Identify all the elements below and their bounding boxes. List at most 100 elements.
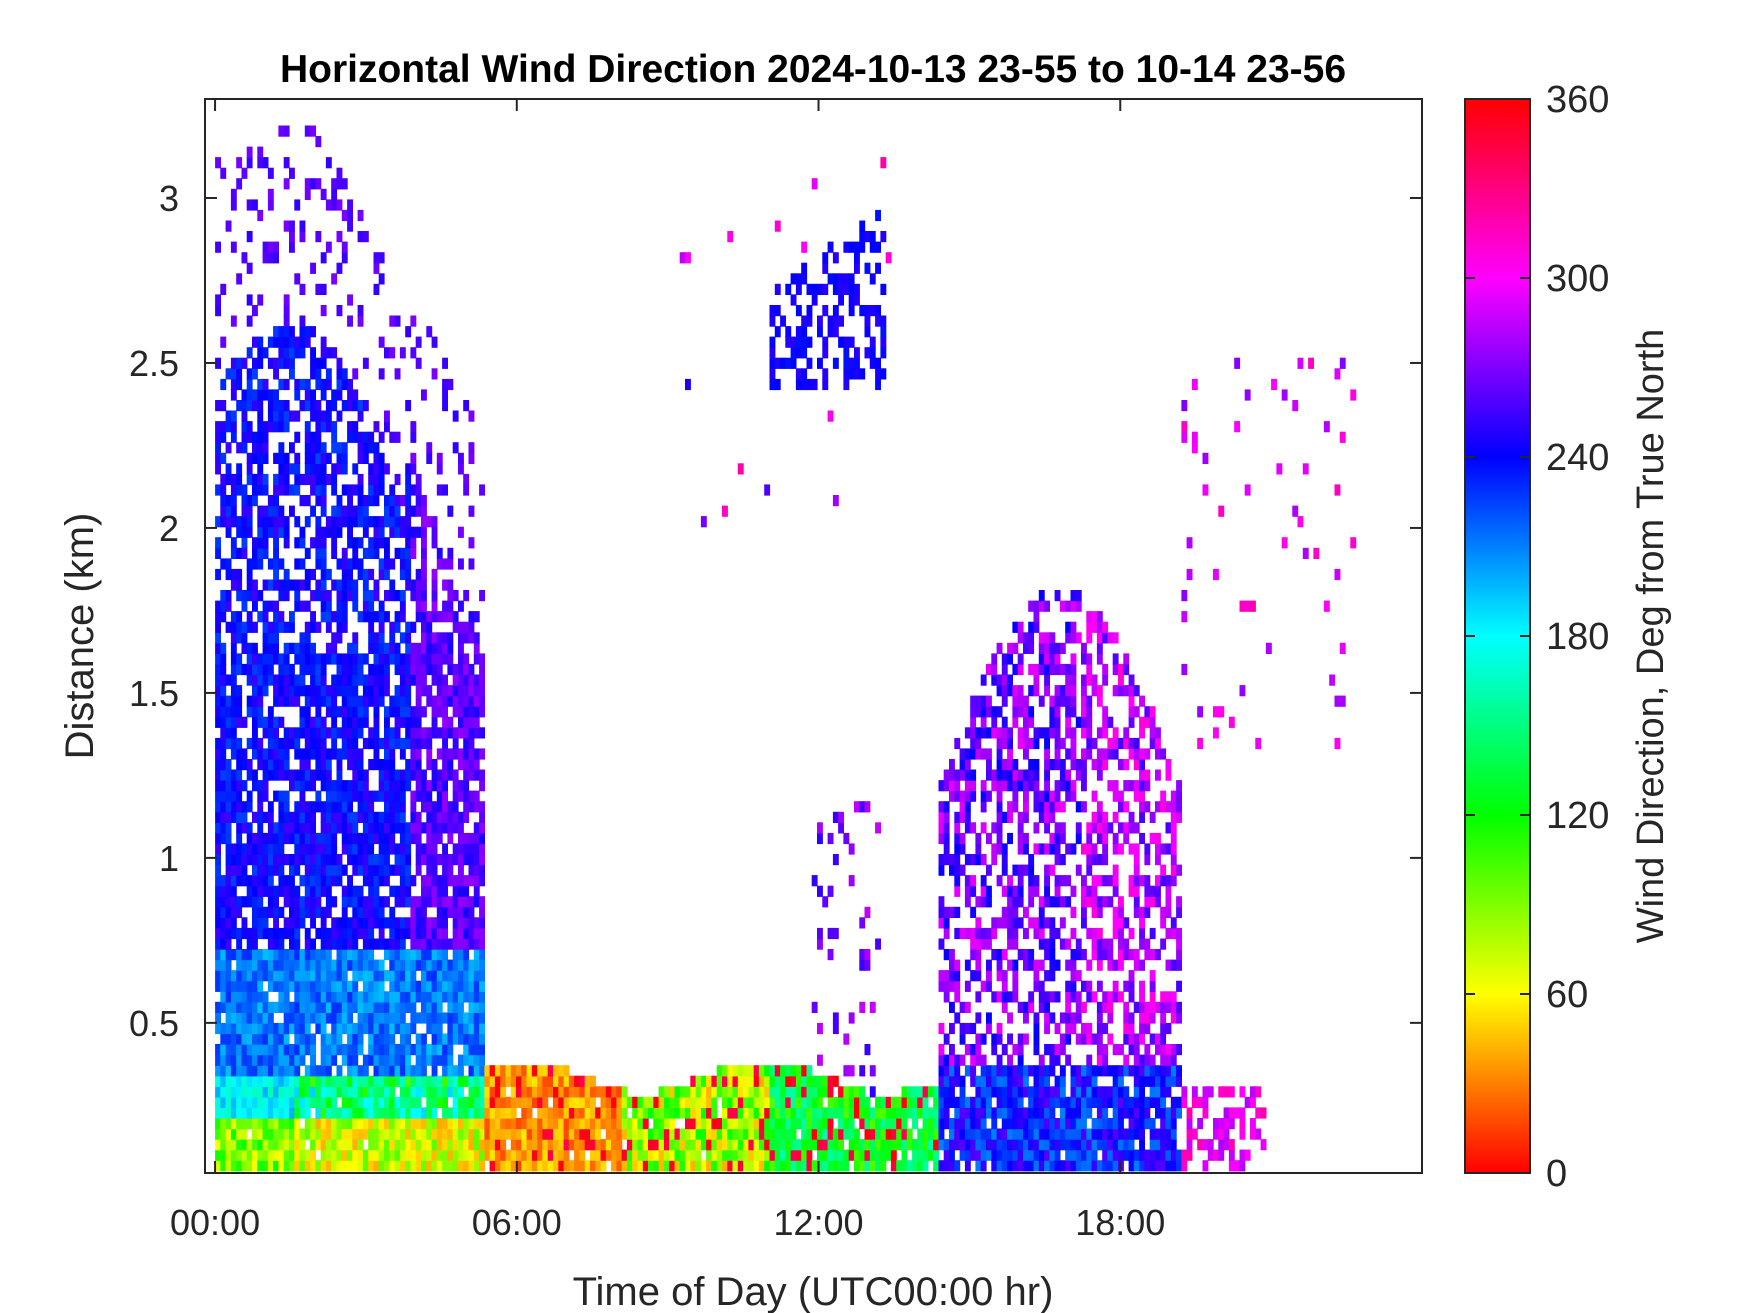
heatmap-cell <box>1070 1128 1077 1140</box>
heatmap-cell <box>426 759 433 771</box>
heatmap-cell <box>494 1075 501 1087</box>
heatmap-cell <box>246 1160 253 1172</box>
heatmap-cell <box>1075 1001 1082 1013</box>
heatmap-cell <box>405 769 412 781</box>
heatmap-cell <box>405 959 412 971</box>
heatmap-cell <box>283 674 290 686</box>
heatmap-cell <box>595 1149 602 1161</box>
heatmap-cell <box>373 421 380 433</box>
heatmap-cell <box>774 1139 781 1151</box>
heatmap-cell <box>394 547 401 559</box>
heatmap-cell <box>267 1054 274 1066</box>
heatmap-cell <box>1086 1033 1093 1045</box>
heatmap-cell <box>1107 1033 1114 1045</box>
heatmap-cell <box>373 748 380 760</box>
heatmap-cell <box>463 1118 470 1130</box>
heatmap-cell <box>315 1160 322 1172</box>
heatmap-cell <box>1059 769 1066 781</box>
heatmap-cell <box>780 1128 786 1140</box>
heatmap-cell <box>347 959 353 971</box>
heatmap-cell <box>1096 759 1103 771</box>
heatmap-cell <box>257 421 264 433</box>
heatmap-cell <box>769 1160 776 1172</box>
heatmap-cell <box>347 1086 353 1098</box>
heatmap-cell <box>975 1139 982 1151</box>
heatmap-cell <box>1049 695 1056 707</box>
heatmap-cell <box>442 991 448 1003</box>
heatmap-cell <box>220 590 227 602</box>
heatmap-cell <box>278 674 285 686</box>
heatmap-cell <box>415 748 422 760</box>
heatmap-cell <box>431 611 438 623</box>
heatmap-cell <box>405 1022 412 1035</box>
heatmap-cell <box>415 1149 422 1161</box>
heatmap-cell <box>310 674 316 686</box>
heatmap-cell <box>827 949 834 961</box>
heatmap-cell <box>1001 737 1008 750</box>
heatmap-cell <box>1086 674 1093 686</box>
heatmap-cell <box>220 980 227 992</box>
heatmap-cell <box>347 949 353 961</box>
heatmap-cell <box>230 1054 237 1066</box>
heatmap-cell <box>431 568 438 581</box>
heatmap-cell <box>954 1065 961 1077</box>
heatmap-cell <box>273 368 279 380</box>
heatmap-cell <box>473 1096 480 1108</box>
heatmap-cell <box>790 1086 797 1098</box>
heatmap-cell <box>362 1022 369 1035</box>
heatmap-cell <box>458 1086 464 1098</box>
heatmap-cell <box>700 1075 707 1087</box>
heatmap-cell <box>732 1107 739 1119</box>
heatmap-cell <box>964 727 971 739</box>
heatmap-cell <box>257 526 264 538</box>
heatmap-cell <box>299 347 306 359</box>
heatmap-cell <box>310 1139 316 1151</box>
heatmap-cell <box>421 970 427 982</box>
heatmap-cell <box>331 1128 338 1140</box>
heatmap-cell <box>331 1096 338 1108</box>
heatmap-cell <box>215 748 221 760</box>
heatmap-cell <box>262 389 269 401</box>
heatmap-cell <box>1107 632 1114 644</box>
heatmap-cell <box>410 906 417 918</box>
heatmap-cell <box>1033 1075 1040 1087</box>
heatmap-cell <box>1065 780 1072 792</box>
heatmap-cell <box>1081 706 1087 718</box>
heatmap-cell <box>980 927 987 940</box>
heatmap-cell <box>289 1012 295 1024</box>
heatmap-cell <box>431 1033 438 1045</box>
heatmap-cell <box>415 896 422 908</box>
heatmap-cell <box>273 410 279 422</box>
heatmap-cell <box>267 1139 274 1151</box>
heatmap-cell <box>822 1086 829 1098</box>
heatmap-cell <box>405 780 412 792</box>
heatmap-cell <box>273 790 279 802</box>
heatmap-cell <box>458 832 464 845</box>
heatmap-cell <box>970 1096 977 1108</box>
heatmap-cell <box>304 400 311 412</box>
heatmap-cell <box>410 716 417 728</box>
heatmap-cell <box>1001 674 1008 686</box>
heatmap-cell <box>1081 917 1087 929</box>
heatmap-cell <box>463 1022 470 1035</box>
heatmap-cell <box>421 991 427 1003</box>
heatmap-cell <box>642 1128 649 1140</box>
heatmap-cell <box>352 759 359 771</box>
heatmap-cell <box>384 737 390 750</box>
heatmap-cell <box>869 357 876 369</box>
heatmap-cell <box>236 463 243 475</box>
heatmap-cell <box>378 759 385 771</box>
heatmap-cell <box>331 1054 338 1066</box>
heatmap-cell <box>859 1065 866 1077</box>
heatmap-cell <box>1017 1001 1024 1013</box>
heatmap-cell <box>431 854 438 866</box>
heatmap-cell <box>885 1149 892 1161</box>
heatmap-cell <box>225 1139 232 1151</box>
heatmap-cell <box>394 980 401 992</box>
heatmap-cell <box>468 1054 475 1066</box>
heatmap-cell <box>362 611 369 623</box>
heatmap-cell <box>632 1160 639 1172</box>
heatmap-cell <box>368 442 375 454</box>
heatmap-cell <box>325 590 332 602</box>
heatmap-cell <box>246 1022 253 1035</box>
